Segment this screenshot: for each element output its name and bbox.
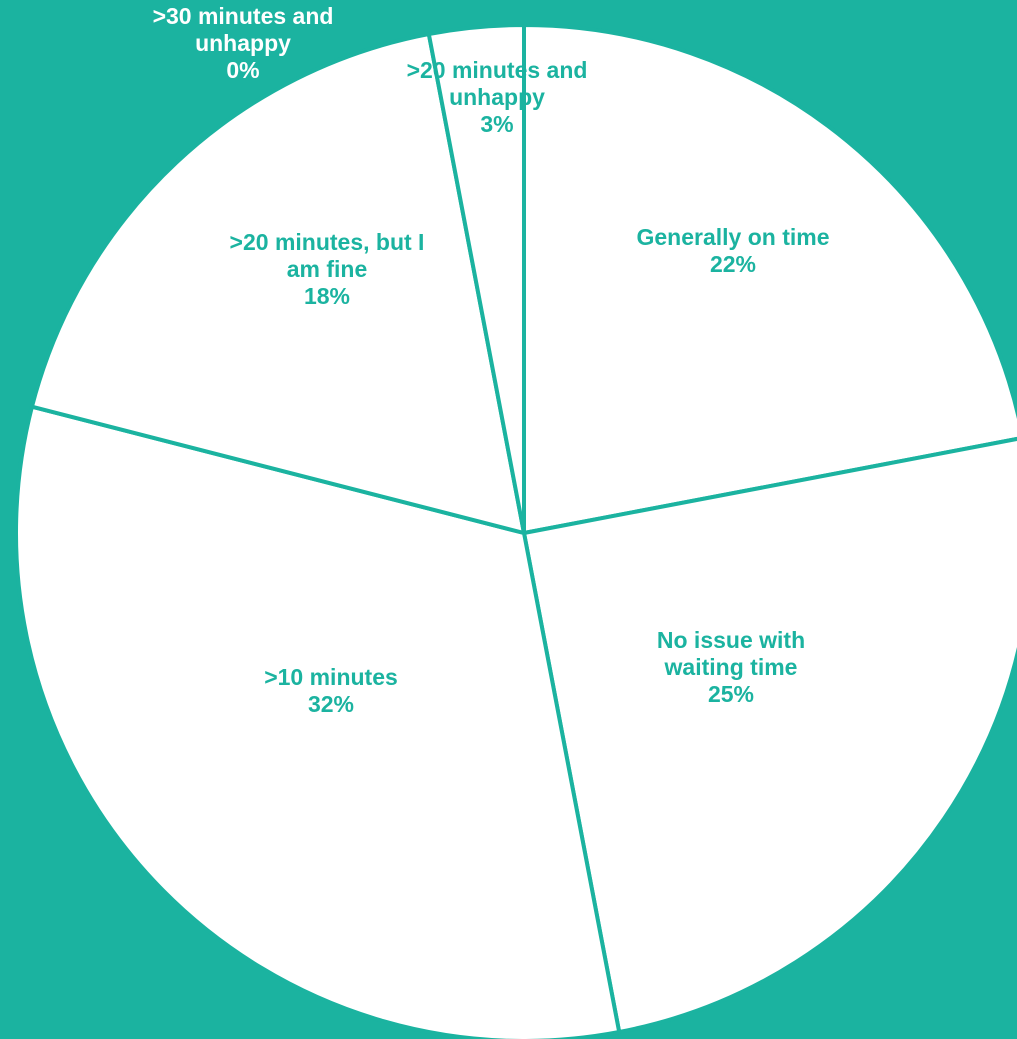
- slice-category-label: waiting time: [664, 654, 798, 680]
- slice-category-label: >30 minutes and: [153, 3, 334, 29]
- slice-value-label: 0%: [226, 57, 259, 83]
- slice-value-label: 32%: [308, 691, 354, 717]
- slice-category-label: Generally on time: [636, 224, 829, 250]
- slice-value-label: 3%: [480, 111, 513, 137]
- slice-label-20-minutes-and-unhappy: >20 minutes and unhappy 3%: [407, 57, 588, 137]
- pie-slice-generally-on-time: [522, 22, 1017, 536]
- pie-slice-no-issue-with-waiting-time: [521, 436, 1017, 1035]
- slice-category-label: >20 minutes and: [407, 57, 588, 83]
- slice-category-label: >20 minutes, but I: [230, 229, 425, 255]
- slice-value-label: 18%: [304, 283, 350, 309]
- slice-category-label: unhappy: [449, 84, 545, 110]
- pie-slice-20-minutes-and-unhappy: [426, 22, 526, 534]
- slice-category-label: >10 minutes: [264, 664, 398, 690]
- slice-value-label: 22%: [710, 251, 756, 277]
- slice-value-label: 25%: [708, 681, 754, 707]
- pie-slice-20-minutes-but-i-am-fine: [29, 31, 527, 536]
- slice-category-label: No issue with: [657, 627, 805, 653]
- slice-label-30-minutes-and-unhappy: >30 minutes and unhappy 0%: [153, 3, 334, 83]
- slice-category-label: am fine: [287, 256, 368, 282]
- slice-label-10-minutes: >10 minutes 32%: [264, 664, 398, 717]
- slice-category-label: unhappy: [195, 30, 291, 56]
- slice-label-generally-on-time: Generally on time 22%: [636, 224, 829, 277]
- slice-label-no-issue-with-waiting-time: No issue with waiting time 25%: [657, 627, 805, 707]
